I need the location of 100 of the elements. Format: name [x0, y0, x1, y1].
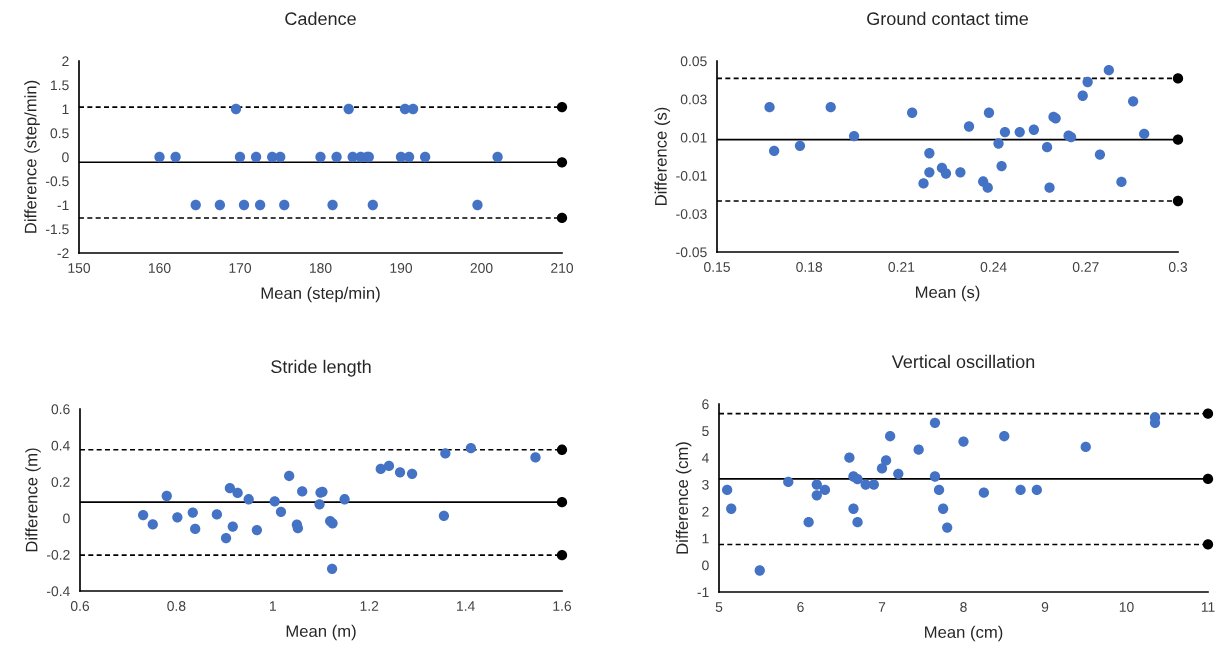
point [929, 471, 941, 482]
point [1080, 441, 1091, 453]
point [190, 199, 201, 211]
point [999, 431, 1010, 442]
y-tick-label: -2 [57, 248, 69, 259]
point [924, 148, 935, 159]
point [220, 532, 232, 544]
y-tick-label: 0.03 [680, 94, 707, 105]
point [279, 199, 290, 211]
point [297, 486, 308, 497]
point [1103, 65, 1114, 76]
point [893, 468, 904, 479]
y-axis-title: Difference (s) [654, 107, 671, 205]
x-tick-label: 1.6 [553, 601, 572, 611]
point [367, 199, 378, 211]
x-tick-label: 200 [470, 263, 493, 273]
y-tick-label: 5 [702, 426, 709, 437]
point [383, 460, 395, 472]
x-tick-label: 1.2 [360, 601, 379, 611]
point [556, 550, 568, 561]
point [929, 417, 941, 428]
point [1031, 484, 1042, 496]
point [343, 103, 354, 115]
y-tick-label: 1.5 [51, 80, 69, 91]
point [937, 503, 949, 514]
y-tick-label: 0.5 [50, 128, 69, 139]
point [1172, 134, 1184, 145]
y-tick-label: 2 [702, 506, 709, 517]
point [958, 436, 969, 447]
x-tick-label: 170 [229, 263, 252, 273]
y-tick-label: 0.2 [51, 477, 70, 487]
point [172, 512, 183, 523]
point [1202, 408, 1214, 419]
x-tick-label: 0.27 [1072, 262, 1099, 272]
point [161, 490, 172, 502]
x-tick-label: 9 [1041, 602, 1049, 612]
point [234, 151, 246, 163]
x-tick-label: 8 [960, 602, 967, 612]
x-tick-label: 150 [68, 263, 91, 273]
y-tick-label: 0 [62, 152, 69, 163]
x-tick-label: 0.8 [167, 601, 186, 611]
point [1044, 182, 1055, 193]
point [556, 157, 568, 168]
x-tick-label: 0.6 [70, 601, 90, 611]
point [238, 199, 250, 211]
y-tick-label: 0.4 [51, 440, 70, 451]
point [876, 463, 888, 474]
y-tick-label: -0.01 [676, 170, 707, 181]
y-tick-label: 6 [702, 399, 709, 410]
y-tick-label: -1 [697, 587, 709, 598]
y-axis-title: Difference (m) [25, 448, 41, 552]
point [492, 151, 503, 163]
point [269, 496, 280, 507]
point [726, 503, 737, 514]
x-tick-label: 1.4 [457, 601, 475, 611]
point [1094, 149, 1106, 160]
y-tick-label: -0.03 [676, 209, 707, 219]
point [852, 517, 863, 528]
point [955, 167, 966, 178]
chart-title: Cadence [285, 11, 356, 26]
point [211, 509, 223, 520]
x-axis-title: Mean (s) [915, 285, 980, 302]
point [224, 483, 236, 494]
point [556, 444, 568, 455]
point [1077, 90, 1088, 101]
point [803, 517, 814, 528]
point [154, 151, 165, 163]
point [907, 107, 918, 118]
x-tick-label: 7 [878, 602, 886, 612]
point [331, 151, 342, 163]
x-tick-label: 10 [1119, 602, 1134, 612]
point [438, 510, 450, 521]
point [764, 102, 775, 113]
point [1202, 539, 1214, 550]
x-tick-label: 210 [551, 263, 574, 273]
x-axis-title: Mean (cm) [925, 625, 1003, 642]
point [783, 476, 794, 488]
point [187, 507, 198, 518]
chart-title: Ground contact time [867, 11, 1028, 26]
point [137, 509, 149, 521]
point [232, 487, 243, 499]
y-tick-label: 4 [701, 453, 709, 463]
y-tick-label: -1 [57, 200, 69, 211]
point [440, 448, 451, 459]
x-axis-title: Mean (m) [286, 624, 356, 641]
y-tick-label: 1 [702, 533, 709, 544]
point [852, 474, 863, 485]
x-tick-label: 1 [270, 601, 276, 611]
point [794, 140, 806, 151]
y-axis-title: Difference (cm) [675, 442, 692, 554]
point [993, 138, 1004, 149]
point [556, 212, 568, 224]
point [811, 479, 822, 490]
x-tick-label: 0.21 [888, 262, 915, 272]
point [214, 199, 226, 211]
y-tick-label: 1 [62, 104, 69, 115]
point [227, 521, 238, 532]
point [314, 499, 325, 510]
point [978, 487, 990, 498]
point [885, 431, 896, 442]
